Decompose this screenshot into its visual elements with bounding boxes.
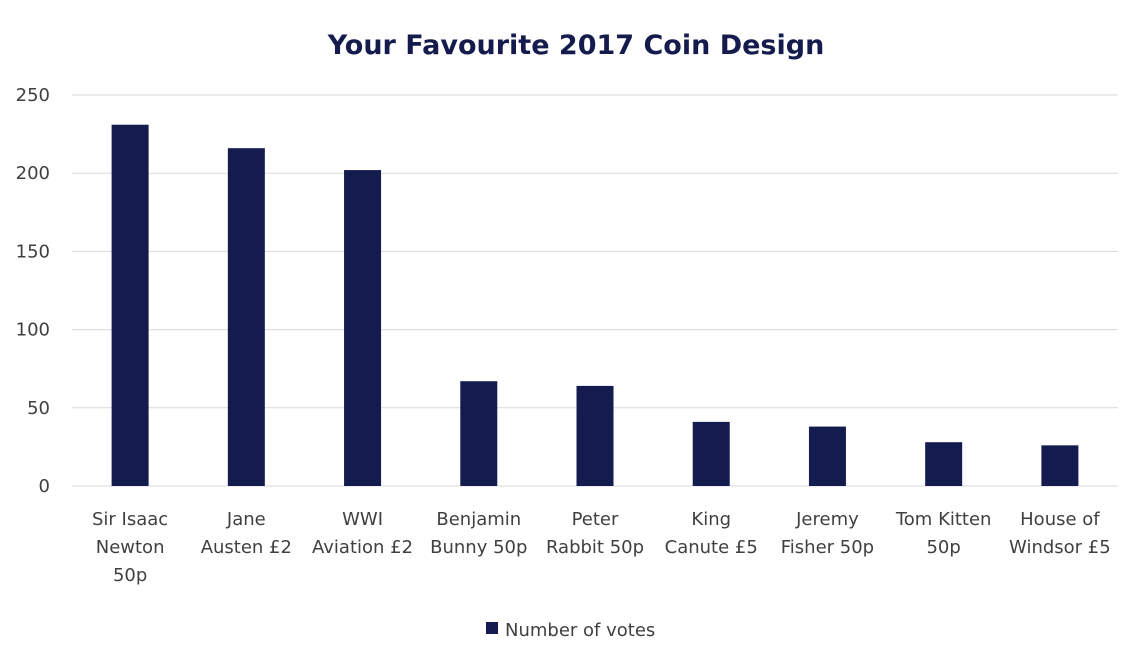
legend: Number of votes (486, 620, 655, 641)
y-tick-label: 50 (27, 398, 50, 419)
x-axis-category-labels: Sir Isaac Newton 50p Jane Austen £2 WWI Aviati… (92, 509, 1111, 586)
y-axis-tick-labels: 0 50 100 150 200 250 (16, 85, 50, 497)
y-tick-label: 250 (16, 85, 50, 106)
bar-4 (460, 381, 498, 486)
x-category-label: Peter Rabbit 50p (546, 509, 644, 558)
x-category-label: King Canute £5 (665, 509, 758, 558)
x-category-label: Sir Isaac Newton 50p (92, 509, 168, 586)
x-category-label: Jeremy Fisher 50p (781, 509, 874, 558)
legend-label: Number of votes (505, 620, 655, 641)
x-category-label: Jane Austen £2 (201, 509, 292, 558)
y-tick-label: 150 (16, 241, 50, 262)
bar-5 (576, 385, 614, 486)
y-tick-label: 100 (16, 320, 50, 341)
bar-7 (808, 426, 846, 486)
x-category-label: Benjamin Bunny 50p (430, 509, 527, 558)
bar-2 (227, 148, 265, 486)
bar-8 (925, 442, 963, 486)
bars (111, 124, 1079, 486)
bar-6 (692, 421, 730, 486)
bar-1 (111, 124, 149, 486)
bar-3 (344, 170, 382, 486)
bar-9 (1041, 445, 1079, 486)
chart-title: Your Favourite 2017 Coin Design (327, 30, 825, 61)
x-category-label: WWI Aviation £2 (312, 509, 413, 558)
x-category-label: Tom Kitten 50p (895, 509, 992, 558)
y-tick-label: 0 (39, 476, 50, 497)
y-tick-label: 200 (16, 163, 50, 184)
x-category-label: House of Windsor £5 (1009, 509, 1111, 558)
legend-swatch (486, 622, 498, 634)
